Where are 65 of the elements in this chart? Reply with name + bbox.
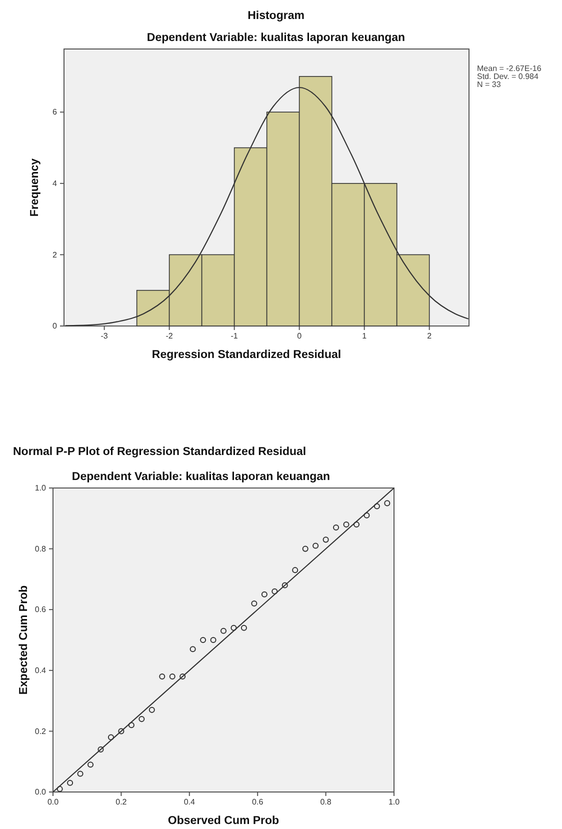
point [353,521,360,528]
x-axis-title: Regression Standardized Residual [152,349,342,361]
y-tick-label: 0.6 [34,605,47,614]
point [374,503,380,510]
point [272,588,278,594]
point [230,624,237,631]
point [169,673,176,680]
x-tick-label: 1 [362,332,368,341]
point [148,706,155,713]
y-tick-label: 0.0 [34,788,47,797]
text: Mean = -2.67E-16 [477,64,542,73]
y-tick-label: 4 [52,178,58,188]
point [282,582,288,588]
x-tick-label: 0 [297,332,302,341]
y-tick-label: 0.4 [34,666,47,675]
point [251,600,258,607]
y-tick-label: 0.2 [34,726,47,736]
y-tick-label: 1.0 [34,484,47,493]
chart-title: Normal P-P Plot of Regression Standardized Residual [13,446,306,458]
y-tick-label: 0 [52,322,58,331]
x-tick-label: 0.2 [116,798,128,807]
x-tick-label: -2 [166,332,174,341]
point [210,636,216,644]
point [302,546,308,552]
point [220,628,227,634]
point [343,521,350,528]
text: Std. Dev. = 0.984 [477,72,539,81]
point [261,591,268,598]
point [322,536,329,543]
x-tick-label: 0.4 [184,798,196,807]
y-tick-label: 0.8 [34,544,47,554]
text: N = 33 [477,80,502,89]
x-tick-label: -1 [230,332,238,341]
y-axis-title: Frequency [29,158,41,217]
point [180,673,186,680]
point [98,746,104,752]
point [108,734,114,740]
chart-title: Histogram [248,10,304,22]
point [292,567,298,574]
y-axis-title: Expected Cum Prob [18,585,30,695]
x-tick-label: 1.0 [388,798,400,807]
point [384,500,390,506]
x-tick-label: 0.6 [252,798,264,807]
x-axis-title: Observed Cum Prob [168,815,280,827]
y-tick-label: 2 [52,250,58,260]
point [128,722,134,728]
x-tick-label: 0.8 [320,798,332,807]
point [118,728,124,734]
point [333,524,340,531]
point [77,770,84,777]
point [364,512,370,518]
point [87,762,94,768]
x-tick-label: -3 [100,332,108,341]
point [67,780,74,786]
point [159,673,166,680]
point [56,786,63,792]
chart-subtitle: Dependent Variable: kualitas laporan keuangan [146,32,406,44]
point [200,636,206,644]
point [138,716,145,722]
point [312,542,319,549]
y-tick-label: 6 [52,108,58,117]
point [240,624,247,631]
x-tick-label: 2 [427,332,432,341]
point [190,646,196,652]
chart-subtitle: Dependent Variable: kualitas laporan keuangan [72,471,330,483]
